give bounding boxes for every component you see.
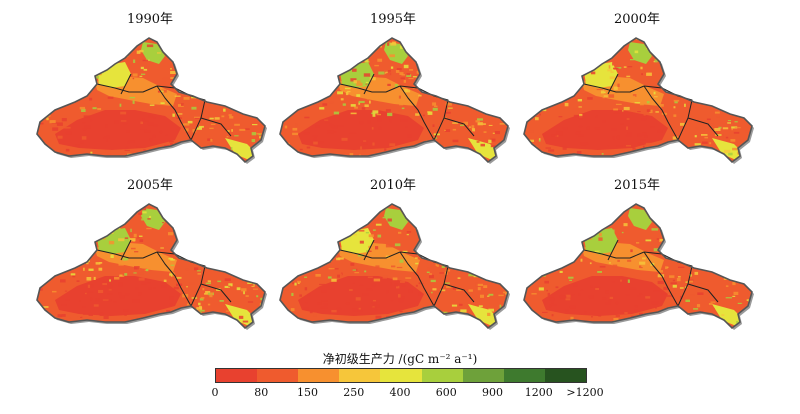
map-panel-2005: 2005年 xyxy=(25,178,275,343)
legend-label: 250 xyxy=(343,386,365,399)
map-panel-1995: 1995年 xyxy=(268,12,518,177)
panel-year-title: 2015年 xyxy=(613,178,661,193)
map-panel-1990: 1990年 xyxy=(25,12,275,177)
legend-swatch-1 xyxy=(257,369,299,382)
legend-swatch-5 xyxy=(421,369,463,382)
legend-label: 600 xyxy=(435,386,457,399)
panel-year-title: 2000年 xyxy=(613,12,661,27)
map-panel-2010: 2010年 xyxy=(268,178,518,343)
legend-tick-labels: 0 80 150 250 400 600 900 1200 >1200 xyxy=(211,386,604,400)
legend-swatch-6 xyxy=(462,369,504,382)
legend-label: 150 xyxy=(297,386,318,399)
region-map xyxy=(279,203,510,330)
map-panel-2015: 2015年 xyxy=(512,178,762,343)
legend-label: >1200 xyxy=(566,386,604,399)
legend-label: 900 xyxy=(482,386,503,399)
region-map xyxy=(523,37,754,164)
legend-label: 0 xyxy=(211,386,219,399)
region-map xyxy=(279,37,510,164)
region-map xyxy=(36,203,267,330)
legend-color-bar xyxy=(215,368,587,383)
legend-swatch-7 xyxy=(503,369,545,382)
region-map xyxy=(523,203,754,330)
legend-title: 净初级生产力 /(gC m⁻² a⁻¹) xyxy=(322,352,478,366)
map-panel-2000: 2000年 xyxy=(512,12,762,177)
legend-swatch-4 xyxy=(380,369,422,382)
legend-label: 400 xyxy=(389,386,411,399)
legend-swatch-2 xyxy=(298,369,340,382)
region-map xyxy=(36,37,267,164)
panel-year-title: 2005年 xyxy=(126,178,174,193)
legend-label: 80 xyxy=(254,386,269,399)
panel-year-title: 1995年 xyxy=(369,12,417,27)
legend-label: 1200 xyxy=(524,386,553,399)
legend-swatch-0 xyxy=(216,369,258,382)
panel-year-title: 1990年 xyxy=(126,12,174,27)
legend-swatch-3 xyxy=(339,369,381,382)
legend-swatch-8 xyxy=(544,369,586,382)
panel-year-title: 2010年 xyxy=(369,178,417,193)
